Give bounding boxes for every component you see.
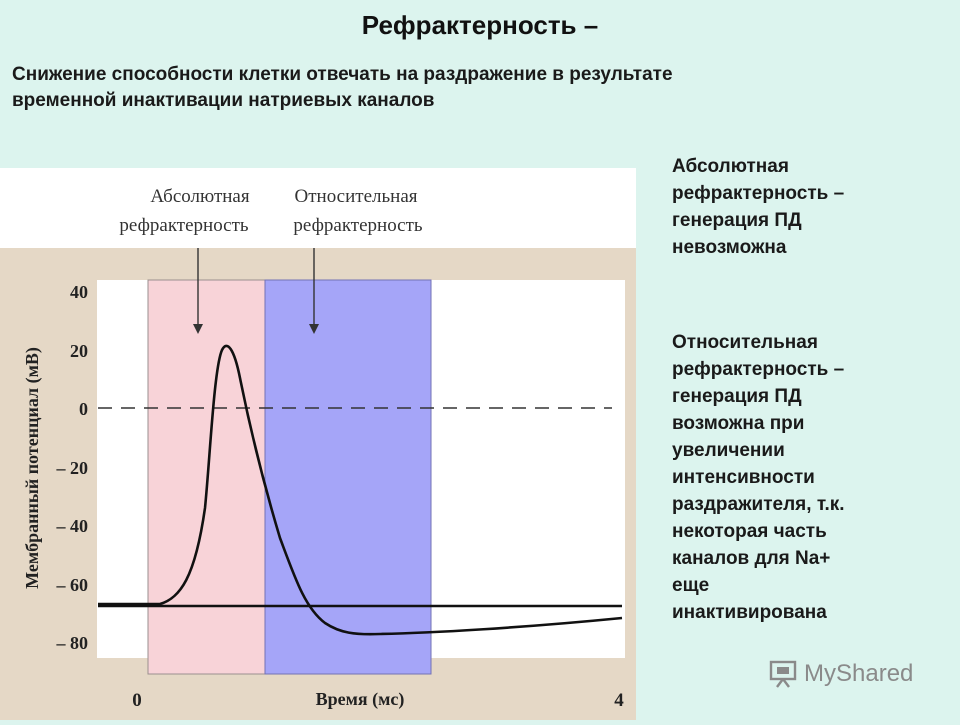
rel-line: инактивирована [672, 601, 827, 623]
arrow-relative-head [309, 324, 319, 334]
rel-line: каналов для Na+ [672, 547, 831, 569]
absolute-refractory-description: Абсолютная рефрактерность – генерация ПД… [672, 154, 932, 262]
label-relative-line2: рефрактерность [293, 215, 423, 236]
y-tick-labels: 40 20 0 – 20 – 40 – 60 – 80 [56, 282, 89, 653]
y-tick-minus40: – 40 [56, 516, 89, 536]
abs-line: Абсолютная [672, 156, 789, 177]
x-tick-0: 0 [132, 690, 142, 711]
abs-line: генерация ПД [672, 209, 802, 231]
abs-line: рефрактерность – [672, 182, 845, 204]
page-title: Рефрактерность – [361, 10, 599, 40]
rel-line: генерация ПД [672, 385, 802, 407]
watermark-text: MyShared [804, 660, 914, 687]
y-tick-40: 40 [70, 282, 88, 302]
arrow-absolute-head [193, 324, 203, 334]
definition-line-2: временной инактивации натриевых каналов [12, 89, 435, 111]
y-axis-label: Мембранный потенциал (мВ) [22, 347, 43, 589]
y-tick-20: 20 [70, 341, 88, 361]
relative-refractory-band [264, 279, 432, 675]
definition-text: Снижение способности клетки отвечать на … [12, 62, 942, 113]
action-potential-figure: Абсолютная рефрактерность Относительная … [0, 168, 636, 720]
relative-refractory-description: Относительная рефрактерность – генерация… [672, 330, 932, 627]
watermark: MyShared [768, 656, 913, 692]
x-tick-4: 4 [614, 690, 624, 711]
rel-line: раздражителя, т.к. [672, 493, 845, 515]
y-tick-minus60: – 60 [56, 575, 89, 595]
label-absolute-line2: рефрактерность [119, 215, 249, 236]
action-potential-curve [98, 344, 623, 636]
y-tick-minus80: – 80 [56, 633, 89, 653]
rel-line: увеличении [672, 439, 785, 461]
x-axis-label: Время (мс) [316, 689, 405, 710]
y-tick-minus20: – 20 [56, 458, 89, 478]
rel-line: возможна при [672, 412, 805, 434]
rel-line: интенсивности [672, 466, 815, 488]
rel-line: еще [672, 574, 710, 596]
label-absolute-line1: Абсолютная [150, 186, 249, 207]
rel-line: Относительная [672, 332, 818, 353]
definition-line-1: Снижение способности клетки отвечать на … [12, 64, 673, 85]
y-tick-0: 0 [79, 399, 88, 419]
label-relative-line1: Относительная [295, 186, 418, 207]
rel-line: некоторая часть [672, 520, 827, 542]
abs-line: невозможна [672, 236, 787, 258]
rel-line: рефрактерность – [672, 358, 845, 380]
presentation-board-icon [768, 659, 798, 689]
